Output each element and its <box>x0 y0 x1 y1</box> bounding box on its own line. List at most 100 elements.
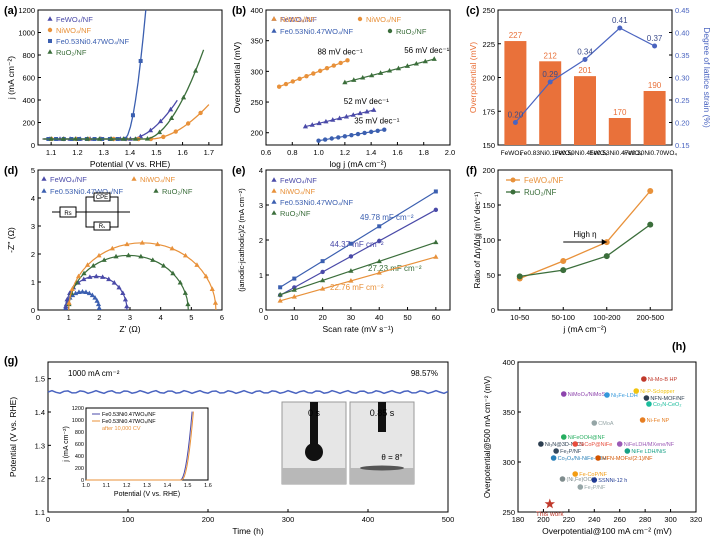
panel-e-point <box>277 291 283 297</box>
panel-f-point <box>516 273 523 280</box>
panel-g-xtick-label: 100 <box>122 515 135 524</box>
panel-d-xtick-label: 2 <box>97 313 101 322</box>
panel-d-circuit-rct-label: Rₛ <box>99 224 106 230</box>
panel-a-ylabel: j (mA cm⁻²) <box>6 56 16 100</box>
panel-d-point <box>194 262 200 267</box>
panel-d-point <box>116 284 122 290</box>
panel-a-legend-marker <box>47 49 53 54</box>
panel-a-legend-label: RuO₂/NF <box>56 48 87 57</box>
panel-e-xtick-label: 20 <box>318 313 326 322</box>
panel-d-xlabel: Z' (Ω) <box>119 324 140 334</box>
panel-a-point <box>161 134 166 140</box>
panel-c-ytick-label: 225 <box>482 40 495 49</box>
panel-f-legend-marker <box>510 177 516 183</box>
panel-b-point <box>331 63 337 68</box>
panel-b-point <box>395 65 402 71</box>
panel-h-point-label: Co₃N-CeO₂ <box>653 402 682 408</box>
panel-g-inset-xlabel: Potential (V vs. RHE) <box>114 491 180 498</box>
panel-h-point-label: Fe-CoP/NF <box>579 472 607 478</box>
panel-a-point <box>132 136 139 141</box>
panel-a-legend-label: Fe0.53Ni0.47WO₄/NF <box>56 37 130 46</box>
panel-b-legend-marker <box>357 16 363 22</box>
panel-c-y2tick-label: 0.40 <box>675 29 690 38</box>
panel-h-xtick-label: 240 <box>588 515 601 524</box>
panel-f-ytick-label: 50 <box>487 271 495 280</box>
panel-h-point <box>591 477 598 483</box>
panel-a-point <box>138 58 143 63</box>
panel-a-point <box>120 136 127 141</box>
panel-c-category-label: Fe0.53Ni0.47WO₄ <box>589 150 642 157</box>
panel-a-point <box>192 67 199 73</box>
panel-d-point <box>63 303 69 309</box>
panel-b-point <box>336 135 341 140</box>
panel-a-curve <box>43 49 205 140</box>
panel-e-ylabel: (janodic-jcathodic)/2 (mA cm⁻²) <box>237 188 246 292</box>
panel-d-point <box>73 290 79 296</box>
panel-g-inset-xtick-label: 1.2 <box>123 483 131 489</box>
panel-b-point <box>342 134 348 139</box>
panel-b-point <box>329 136 334 141</box>
panel-h-xtick-label: 280 <box>639 515 652 524</box>
panel-b-point <box>343 113 350 119</box>
panel-h-point <box>643 395 650 401</box>
panel-a-legend-label: NiWO₄/NF <box>56 26 92 35</box>
panel-b-point <box>369 72 375 78</box>
panel-c-ytick-label: 175 <box>482 107 495 116</box>
panel-b-point <box>349 132 354 138</box>
panel-g-condition: 1000 mA cm⁻² <box>68 369 120 378</box>
panel-d-point <box>209 286 215 292</box>
panel-g-photo-0s-droplet <box>305 443 323 461</box>
panel-e-legend-label: RuO₂/NF <box>280 209 311 218</box>
panel-d-point <box>79 289 86 294</box>
panel-e-xtick-label: 0 <box>264 313 268 322</box>
panel-e-capacitance-label: 22.76 mF cm⁻² <box>330 283 384 292</box>
panel-b-point <box>368 129 374 135</box>
panel-h-point <box>595 455 601 461</box>
panel-e-label: (e) <box>232 165 246 177</box>
panel-g-label: (g) <box>4 355 18 367</box>
panel-f-point <box>603 253 610 260</box>
panel-f-series-line <box>519 190 651 280</box>
panel-h-point-label: Ni₃N@3D-NiCS <box>545 442 584 448</box>
panel-d-point <box>185 301 191 307</box>
panel-d-point <box>75 273 82 279</box>
panel-b-point <box>355 131 361 137</box>
panel-b-point <box>362 130 367 136</box>
panel-h-xtick-label: 200 <box>537 515 550 524</box>
panel-b-point <box>316 138 321 143</box>
panel-c-bar <box>608 118 631 145</box>
panel-a-legend-marker <box>48 39 52 43</box>
panel-e-fit-line <box>279 256 437 302</box>
panel-b-xtick-label: 1.6 <box>392 148 402 157</box>
panel-b-point <box>422 58 428 64</box>
panel-g-photo-0s-time-label: 0 s <box>308 408 321 418</box>
panel-d-point <box>76 289 82 294</box>
panel-h-point-label: Fe₂P/NF <box>584 485 606 491</box>
panel-b-legend-label: NiWO₄/NF <box>366 15 402 24</box>
panel-b-point <box>413 60 419 66</box>
panel-e-point <box>320 277 326 283</box>
panel-a-xlabel: Potential (V vs. RHE) <box>90 159 170 169</box>
panel-d-point <box>139 240 145 245</box>
panel-g-inset-xtick-label: 1.5 <box>184 483 192 489</box>
panel-c-strain-point <box>512 120 518 125</box>
panel-d-point <box>66 300 72 305</box>
panel-d-point <box>111 280 117 285</box>
panel-h-point <box>560 434 567 440</box>
panel-e-point <box>348 241 353 246</box>
panel-b-xtick-label: 1.0 <box>313 148 323 157</box>
panel-c-bar-label: 170 <box>613 108 627 117</box>
panel-f-ytick-label: 150 <box>482 201 495 210</box>
panel-b-frame <box>265 9 451 146</box>
panel-f-category-label: 100-200 <box>593 313 621 322</box>
panel-b-point <box>283 81 289 87</box>
panel-b-point <box>345 58 350 63</box>
panel-d-xtick-label: 0 <box>36 313 40 322</box>
panel-d-point <box>92 295 98 300</box>
panel-d-legend-marker <box>41 176 47 181</box>
panel-h-point <box>538 441 544 447</box>
panel-a-point <box>198 110 203 116</box>
panel-d-ytick-label: 4 <box>31 194 35 203</box>
panel-f-ylabel: Ratio of Δη/Δlgj (mV dec⁻¹) <box>473 191 482 288</box>
panel-h-point <box>577 484 584 490</box>
